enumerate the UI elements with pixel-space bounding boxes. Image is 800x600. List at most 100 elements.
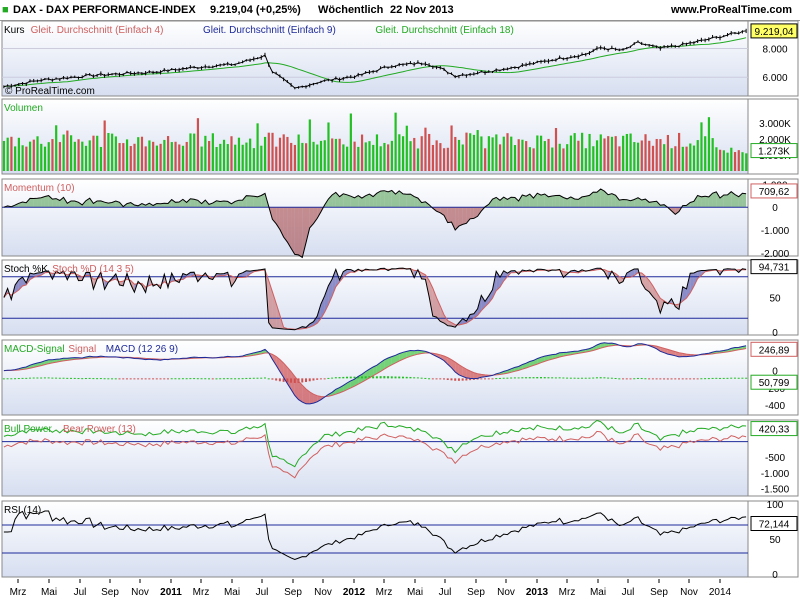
stoch-fill <box>246 270 251 278</box>
macd-histogram-bar <box>219 378 222 380</box>
macd-histogram-bar <box>144 378 147 380</box>
volume-bar <box>487 136 490 171</box>
macd-histogram-bar <box>118 378 121 380</box>
macd-histogram-bar <box>577 377 580 379</box>
macd-histogram-bar <box>55 377 58 379</box>
x-axis-label: Mrz <box>376 587 393 598</box>
volume-bar <box>663 144 666 171</box>
macd-histogram-bar <box>726 377 729 379</box>
momentum-area <box>242 195 247 208</box>
volume-bar <box>547 138 550 171</box>
macd-histogram-bar <box>334 377 337 379</box>
stoch-fill <box>503 270 508 281</box>
macd-fill <box>350 379 355 388</box>
macd-histogram-bar <box>73 377 76 379</box>
macd-fill <box>388 356 392 367</box>
macd-histogram-bar <box>439 378 442 380</box>
rsi-tick-label: 0 <box>772 570 778 581</box>
legend-stoch-0: Stoch %K <box>4 264 48 275</box>
momentum-area <box>216 200 221 208</box>
macd-histogram-bar <box>461 378 464 381</box>
momentum-area <box>514 197 519 208</box>
macd-histogram-bar <box>66 377 69 379</box>
volume-bar <box>696 140 699 171</box>
volume-bar <box>607 136 610 171</box>
momentum-area <box>235 200 239 208</box>
legend-macd-1: Signal <box>68 344 96 355</box>
macd-fill <box>473 372 478 379</box>
macd-hist-last-value: 50,799 <box>759 378 790 389</box>
macd-histogram-bar <box>96 378 99 380</box>
momentum-area <box>563 197 568 208</box>
volume-bar <box>510 136 513 171</box>
volume-bar <box>360 134 364 171</box>
macd-histogram-bar <box>215 378 218 380</box>
momentum-area <box>559 195 564 208</box>
macd-histogram-bar <box>290 378 293 383</box>
momentum-area <box>723 194 728 208</box>
volume-bar <box>256 123 259 171</box>
volume-bar <box>551 147 554 171</box>
momentum-area <box>731 191 735 208</box>
macd-histogram-bar <box>487 378 490 380</box>
momentum-area <box>395 190 400 208</box>
macd-histogram-bar <box>595 377 598 379</box>
macd-fill <box>458 364 463 377</box>
momentum-area <box>41 196 45 208</box>
momentum-area <box>164 203 168 208</box>
rsi-line <box>3 510 747 561</box>
stoch-fill <box>630 269 635 278</box>
momentum-area <box>574 199 579 208</box>
volume-bar <box>312 141 315 171</box>
volume-bar <box>84 145 88 171</box>
macd-histogram-bar <box>547 377 550 379</box>
x-axis-label: Sep <box>284 587 302 598</box>
volume-bar <box>543 141 546 171</box>
momentum-last-value: 709,62 <box>759 187 790 198</box>
volume-bar <box>107 133 110 171</box>
macd-fill <box>309 391 314 404</box>
volume-bar <box>719 149 722 171</box>
macd-histogram-bar <box>681 378 684 380</box>
momentum-area <box>447 207 452 223</box>
stoch-fill <box>682 286 687 302</box>
volume-bar <box>88 140 91 171</box>
macd-histogram-bar <box>260 377 263 379</box>
macd-histogram-bar <box>368 376 371 379</box>
volume-bar <box>271 132 274 171</box>
macd-histogram-bar <box>252 377 255 379</box>
macd-histogram-bar <box>476 378 479 380</box>
macd-fill <box>391 355 396 365</box>
stoch-fill <box>440 306 445 323</box>
volume-bar <box>316 144 319 171</box>
momentum-area <box>250 195 254 208</box>
volume-bar <box>6 137 9 171</box>
macd-histogram-bar <box>200 378 203 380</box>
macd-histogram-bar <box>573 377 576 379</box>
macd-histogram-bar <box>196 378 199 380</box>
momentum-area <box>555 195 560 208</box>
panel-rsi-frame <box>1 500 749 578</box>
macd-histogram-bar <box>719 377 722 379</box>
momentum-area <box>645 199 650 208</box>
brand-link[interactable]: www.ProRealTime.com <box>670 4 792 16</box>
macd-histogram-bar <box>640 378 643 380</box>
volume-bar <box>409 141 412 171</box>
momentum-area <box>727 191 732 208</box>
volume-bar <box>566 144 569 171</box>
volume-bar <box>469 133 472 171</box>
volume-bar <box>73 141 76 171</box>
momentum-area <box>690 201 694 208</box>
volume-bar <box>726 152 729 171</box>
macd-histogram-bar <box>733 377 736 379</box>
momentum-area <box>589 192 594 208</box>
stoch-fill <box>276 303 280 329</box>
macd-histogram-bar <box>241 378 244 380</box>
volumen-tick-label: 3.000K <box>759 119 791 130</box>
momentum-area <box>160 203 165 208</box>
macd-histogram-bar <box>286 378 289 383</box>
macd-histogram-bar <box>256 377 259 379</box>
volume-bar <box>226 144 229 171</box>
stoch-fill <box>470 313 474 321</box>
macd-histogram-bar <box>245 377 248 379</box>
